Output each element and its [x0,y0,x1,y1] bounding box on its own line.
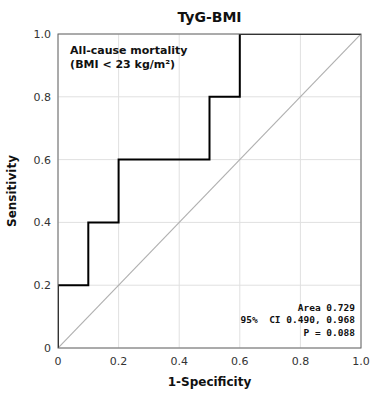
grid-line [58,285,361,286]
tick-label: 1.0 [34,28,52,41]
tick-label: 1.0 [352,355,370,368]
chart: 0 0.2 0.4 0.6 0.8 1.0 0 0.2 0.4 0.6 0.8 1.0 TyG-BMI 1… [0,0,375,400]
y-axis-label: Sensitivity [5,155,19,227]
tick-label: 0.2 [110,355,128,368]
grid [58,34,361,348]
x-axis-label: 1-Specificity [168,375,252,389]
plot-frame [58,34,361,348]
tick-label: 0.4 [170,355,188,368]
tick-label: 0.6 [231,355,249,368]
tick-label: 0.8 [292,355,310,368]
tick-label: 0 [55,355,62,368]
line [58,34,361,348]
tick-label: 0.8 [34,91,52,104]
tick-label: 0.4 [34,216,52,229]
tick-label: 0 [44,342,51,355]
plot-area [58,34,361,348]
annotation: All-cause mortality(BMI < 23 kg/m²) [70,44,187,71]
annotation: Area 0.72995% CI 0.490, 0.968P = 0.088 [241,302,356,338]
tick-label: 0.6 [34,154,52,167]
title: TyG-BMI [177,9,241,25]
line [58,34,361,348]
grid-line [179,34,180,348]
tick-label: 0.2 [34,279,52,292]
